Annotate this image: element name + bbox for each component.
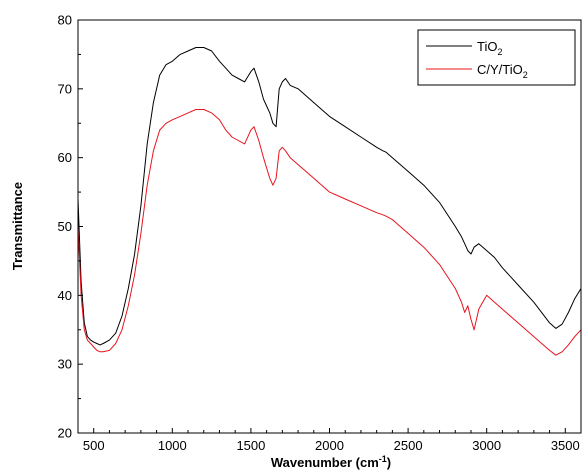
y-tick-label: 70: [58, 81, 72, 96]
y-tick-label: 40: [58, 288, 72, 303]
legend-label-tio2: TiO2: [477, 39, 502, 57]
legend: TiO2 C/Y/TiO2: [417, 29, 576, 86]
x-tick-label: 2500: [394, 438, 423, 453]
plot-lines: [77, 47, 582, 356]
y-tick-label: 20: [58, 426, 72, 441]
x-axis-title: Wavenumber (cm-1): [271, 454, 391, 470]
y-tick-label: 30: [58, 357, 72, 372]
x-tick-label: 1000: [158, 438, 187, 453]
legend-label-cytio2: C/Y/TiO2: [477, 62, 528, 80]
series-line-1: [77, 109, 582, 356]
x-tick-label: 1500: [236, 438, 265, 453]
axes-ticks: 500 1000 1500 2000 2500 3000 3500 20 30 40 50 60 70 8…: [58, 13, 580, 454]
y-tick-label: 50: [58, 219, 72, 234]
y-tick-label: 60: [58, 150, 72, 165]
series-line-0: [77, 47, 582, 346]
x-tick-label: 500: [83, 438, 105, 453]
x-tick-label: 3500: [551, 438, 580, 453]
x-tick-label: 3000: [472, 438, 501, 453]
x-tick-label: 2000: [315, 438, 344, 453]
legend-box: [417, 29, 576, 86]
y-tick-label: 80: [58, 13, 72, 28]
y-axis-title: Transmittance: [10, 182, 25, 270]
